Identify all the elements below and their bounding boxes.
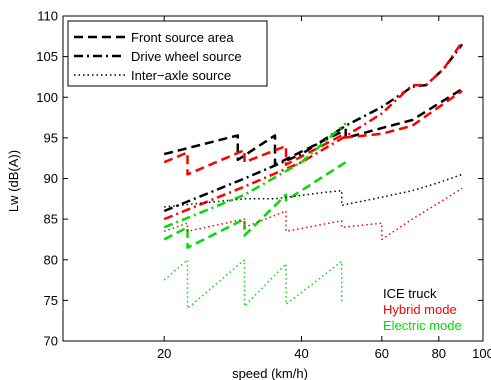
legend-label-front: Front source area	[131, 30, 234, 45]
y-axis-label: Lw (dB(A))	[6, 150, 21, 212]
y-tick-label: 100	[36, 90, 58, 105]
legend-label-drive: Drive wheel source	[131, 49, 242, 64]
x-tick-label: 20	[157, 346, 171, 361]
legend-label-interaxle: Inter−axle source	[131, 68, 231, 83]
y-tick-label: 75	[44, 293, 58, 308]
y-tick-label: 95	[44, 130, 58, 145]
y-tick-label: 80	[44, 252, 58, 267]
series-line-3	[163, 43, 464, 213]
annotation-ice-truck: ICE truck	[383, 286, 437, 301]
annotation-electric-mode: Electric mode	[383, 318, 462, 333]
series-line-6	[164, 173, 463, 208]
x-tick-label: 60	[375, 346, 389, 361]
axis-layer: 70 75 80 85 90 95 100 105 110 20 40 60 80 100	[36, 9, 491, 362]
x-tick-label: 100	[472, 346, 491, 361]
series-line-4	[163, 41, 464, 221]
legend: Front source area Drive wheel source Int…	[67, 20, 268, 87]
series-line-1	[163, 89, 463, 176]
y-tick-label: 85	[44, 212, 58, 227]
series-layer	[163, 41, 464, 310]
x-tick-label: 80	[432, 346, 446, 361]
y-tick-label: 105	[36, 49, 58, 64]
series-line-8	[163, 259, 343, 310]
series-line-7	[163, 187, 463, 241]
annotation-hybrid-mode: Hybrid mode	[383, 302, 457, 317]
x-tick-label: 40	[294, 346, 308, 361]
x-axis-label: speed (km/h)	[232, 366, 308, 380]
series-line-5	[163, 122, 347, 229]
y-tick-label: 90	[44, 171, 58, 186]
y-tick-label: 70	[44, 334, 58, 349]
y-tick-label: 110	[37, 9, 58, 24]
